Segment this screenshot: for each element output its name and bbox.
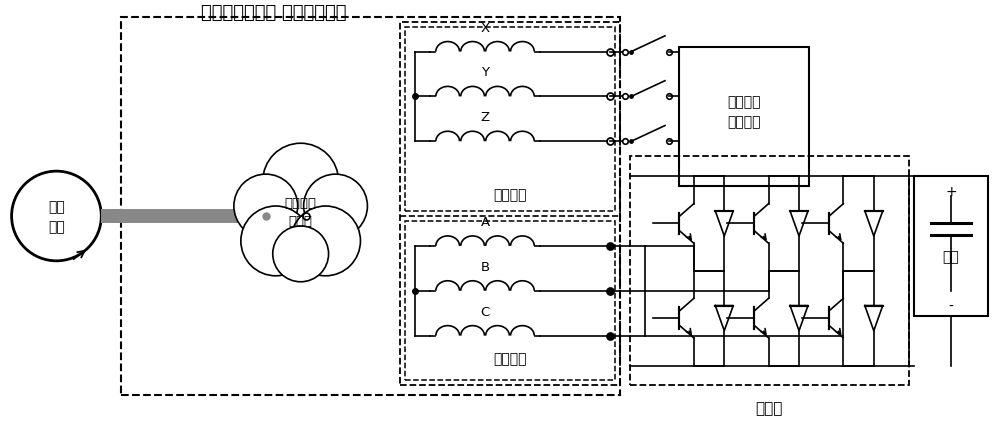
Text: +: + [945,184,957,199]
Text: C: C [480,305,490,318]
Circle shape [291,207,360,276]
Text: 电源: 电源 [943,249,959,263]
Text: -: - [949,299,953,313]
Circle shape [234,175,298,239]
Text: Y: Y [481,66,489,79]
Text: Z: Z [480,111,490,124]
Circle shape [241,207,311,276]
Circle shape [273,227,329,282]
Text: 转子磁极调制型 混合励磁电机: 转子磁极调制型 混合励磁电机 [201,4,346,22]
Text: B: B [480,260,490,273]
Text: 电枢绕组: 电枢绕组 [493,352,527,366]
Text: 有级无功
励磁装置: 有级无功 励磁装置 [727,95,761,130]
Circle shape [304,175,367,239]
Text: X: X [480,22,490,35]
Text: 磁极调制
型转子: 磁极调制 型转子 [285,196,317,227]
Text: 逆变器: 逆变器 [755,400,783,415]
Circle shape [263,144,339,219]
FancyBboxPatch shape [914,177,988,316]
FancyBboxPatch shape [679,47,809,187]
FancyBboxPatch shape [101,209,266,224]
Text: A: A [480,216,490,228]
Text: 机械
负载: 机械 负载 [48,200,65,233]
Text: 励磁绕组: 励磁绕组 [493,187,527,201]
